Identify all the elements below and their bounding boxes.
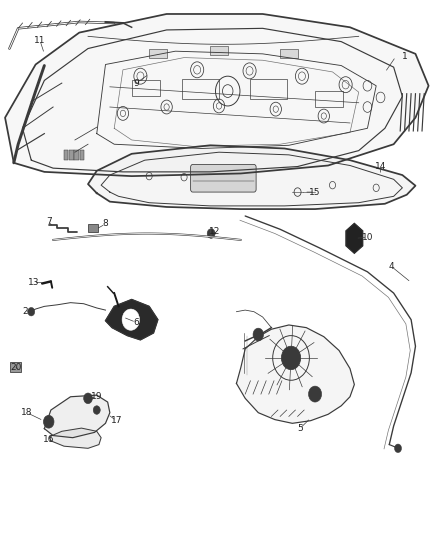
Polygon shape [106,300,158,340]
Bar [74,150,79,160]
Bar [315,91,343,107]
Polygon shape [49,428,101,448]
Text: 4: 4 [389,262,394,271]
Circle shape [308,386,321,402]
Circle shape [282,346,300,369]
Circle shape [253,328,264,341]
Bar [64,150,68,160]
FancyBboxPatch shape [191,165,256,192]
Circle shape [127,314,135,325]
Circle shape [122,309,140,330]
Text: 15: 15 [309,188,321,197]
Bar [182,79,219,99]
Text: 17: 17 [111,416,122,425]
Text: 13: 13 [28,278,39,287]
Polygon shape [5,14,428,176]
Bar [69,150,74,160]
Polygon shape [346,223,363,253]
Text: 14: 14 [375,162,386,171]
Text: 11: 11 [34,36,46,45]
Text: 7: 7 [46,217,52,226]
Bar [210,46,228,55]
Polygon shape [44,395,110,438]
Text: 2: 2 [22,307,28,316]
Text: 10: 10 [362,233,373,242]
Bar [80,150,84,160]
Circle shape [207,229,215,238]
Text: 12: 12 [209,228,220,237]
Text: 1: 1 [402,52,407,61]
Text: 5: 5 [297,424,303,433]
Circle shape [84,393,92,403]
Circle shape [43,415,54,428]
Text: 8: 8 [102,220,108,229]
Polygon shape [237,325,354,423]
Polygon shape [88,146,416,209]
Circle shape [28,308,35,316]
Bar [88,224,98,232]
Circle shape [395,444,402,453]
Text: 6: 6 [133,318,139,327]
Bar [11,362,21,372]
Text: 18: 18 [21,408,33,417]
Bar [280,49,297,58]
Circle shape [93,406,100,414]
Text: 16: 16 [43,435,54,444]
Text: 19: 19 [91,392,102,401]
Bar [149,49,166,58]
Bar [132,80,160,96]
Text: 9: 9 [133,78,139,87]
Text: 20: 20 [10,363,21,372]
Bar [250,79,287,99]
